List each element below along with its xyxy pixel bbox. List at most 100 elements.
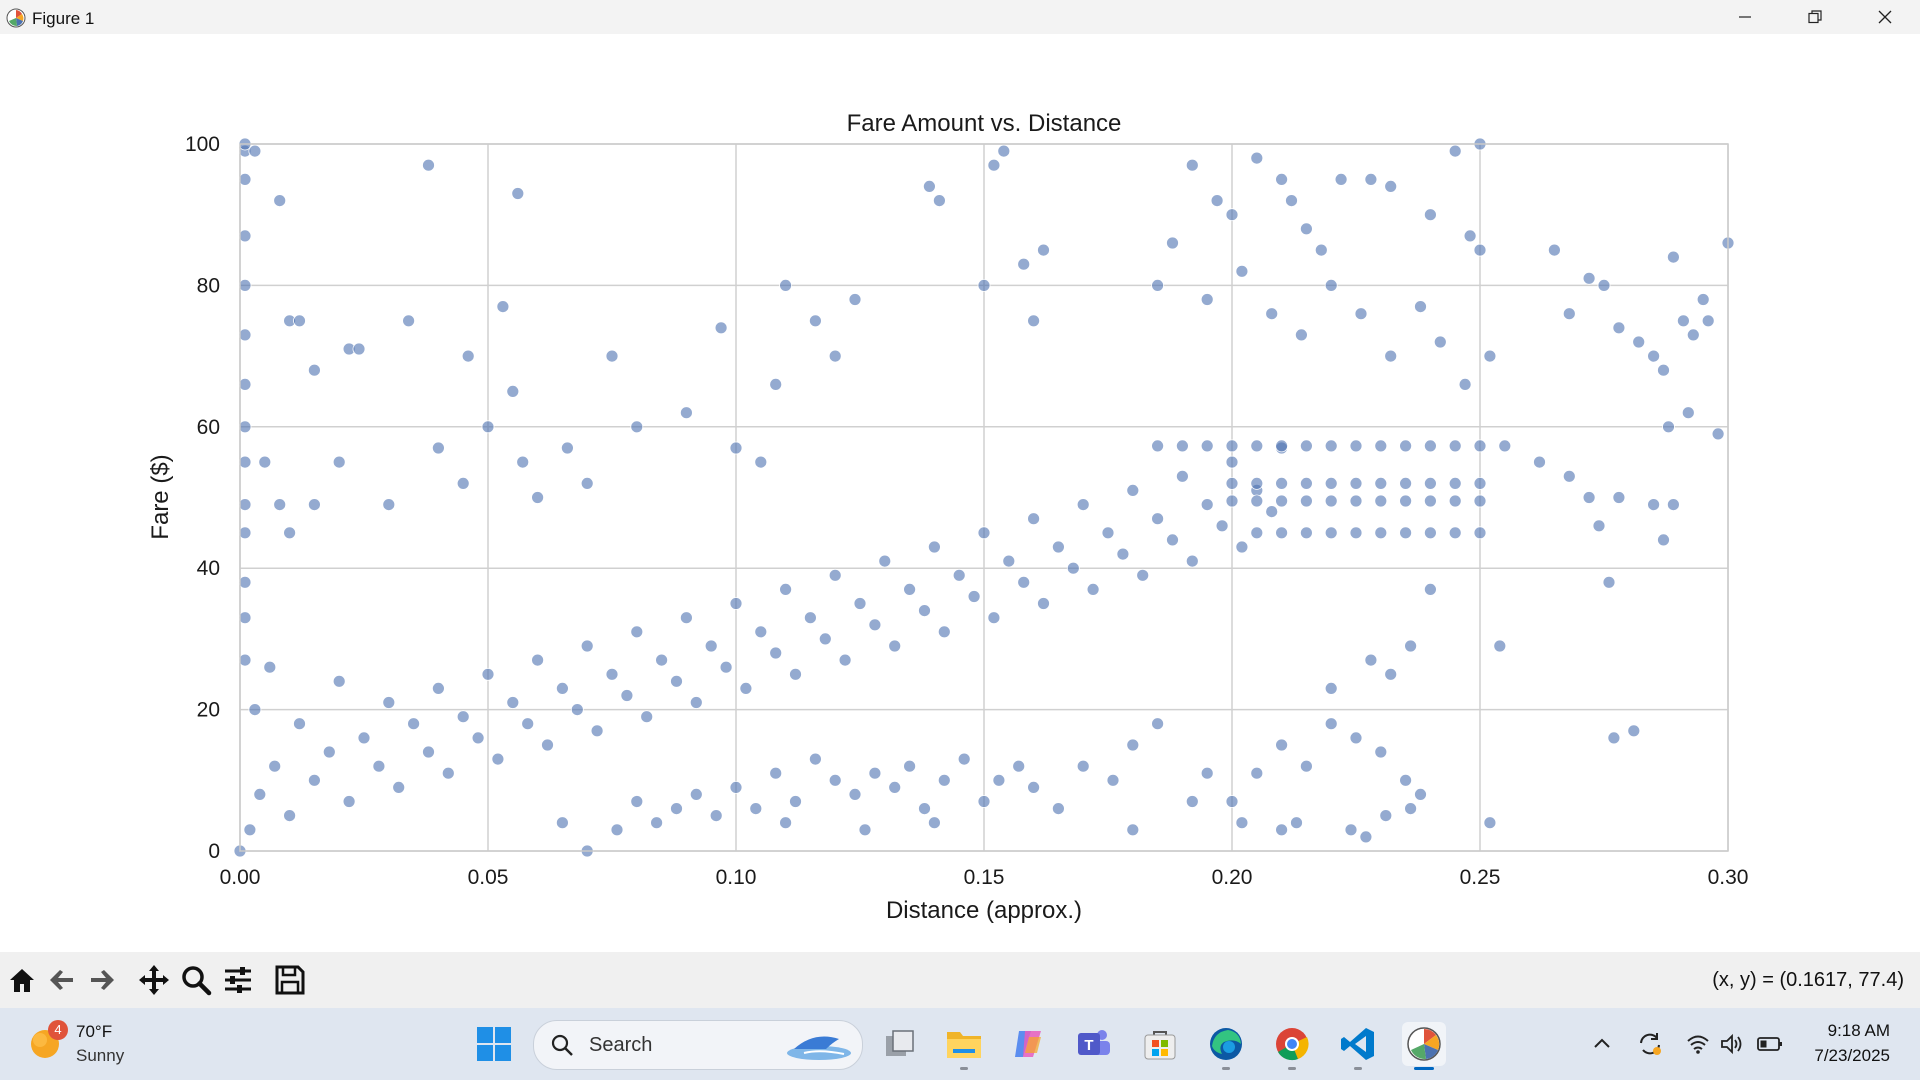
scatter-point — [263, 660, 277, 674]
scatter-point — [769, 766, 783, 780]
scatter-point — [1696, 293, 1710, 306]
configure-subplots-button[interactable] — [220, 962, 256, 998]
edge-running-indicator — [1222, 1067, 1230, 1070]
taskbar-chrome[interactable] — [1270, 1022, 1314, 1070]
forward-button[interactable] — [84, 962, 120, 998]
scatter-point — [1562, 469, 1576, 483]
taskbar-store[interactable] — [1138, 1022, 1182, 1066]
scatter-point — [1076, 759, 1090, 773]
scatter-point — [1200, 498, 1214, 512]
taskbar-teams[interactable]: T — [1072, 1022, 1116, 1066]
scatter-point — [1667, 250, 1680, 264]
scatter-point — [670, 674, 683, 688]
scatter-point — [1017, 257, 1031, 271]
tray-wifi[interactable] — [1684, 1030, 1712, 1058]
figure-canvas[interactable]: 0.00 0.05 0.10 0.15 0.20 0.25 0.30 0 20 40 60 80 10… — [0, 34, 1920, 952]
scatter-point — [1647, 498, 1660, 512]
search-label: Search — [589, 1034, 653, 1056]
scatter-point — [1002, 554, 1016, 568]
scatter-point — [1458, 377, 1472, 391]
scatter-point — [238, 498, 252, 512]
scatter-point — [273, 498, 287, 512]
scatter-point — [402, 314, 416, 328]
scatter-point — [283, 809, 297, 822]
scatter-point — [828, 568, 842, 582]
scatter-point — [1235, 540, 1249, 554]
minimize-button[interactable] — [1710, 0, 1780, 34]
clock-time[interactable]: 9:18 AM — [1827, 1021, 1890, 1040]
scatter-point — [1657, 363, 1670, 377]
task-view-icon — [886, 1030, 914, 1056]
scatter-point — [1424, 439, 1437, 453]
scatter-point — [1151, 278, 1164, 292]
home-button[interactable] — [4, 962, 40, 998]
scatter-point — [352, 342, 366, 356]
grid-lines — [239, 143, 1729, 852]
scatter-point — [1151, 717, 1164, 731]
scatter-point — [238, 575, 252, 589]
search-icon — [551, 1034, 573, 1056]
scatter-point — [1300, 494, 1313, 508]
y-tick-label: 0 — [208, 840, 220, 863]
save-button[interactable] — [272, 962, 308, 998]
weather-widget[interactable]: 4 — [20, 1014, 140, 1074]
scatter-point — [937, 625, 951, 639]
scatter-point — [332, 455, 346, 469]
scatter-chart[interactable]: 0.00 0.05 0.10 0.15 0.20 0.25 0.30 0 20 40 60 80 10… — [0, 34, 1920, 952]
scatter-point — [689, 696, 703, 709]
scatter-point — [933, 194, 946, 208]
tray-volume[interactable] — [1718, 1030, 1746, 1058]
y-tick-labels: 0 20 40 60 80 100 — [185, 133, 220, 863]
taskbar-copilot[interactable] — [1006, 1022, 1050, 1066]
file-explorer-running-indicator — [960, 1067, 968, 1070]
clock-date[interactable]: 7/23/2025 — [1814, 1046, 1890, 1065]
back-button[interactable] — [44, 962, 80, 998]
scatter-point — [496, 300, 510, 314]
scatter-point — [531, 491, 544, 504]
scatter-point — [1324, 439, 1338, 453]
taskbar-edge[interactable] — [1204, 1022, 1248, 1070]
scatter-point — [238, 172, 252, 186]
tray-show-hidden-button[interactable] — [1588, 1030, 1616, 1058]
scatter-point — [1433, 335, 1447, 349]
scatter-point — [650, 816, 663, 830]
taskbar-search-box[interactable]: Search — [533, 1020, 863, 1070]
scatter-point — [1300, 526, 1313, 540]
x-tick-label: 0.15 — [964, 866, 1005, 889]
tray-battery[interactable] — [1756, 1030, 1784, 1058]
scatter-point — [977, 795, 991, 808]
pan-button[interactable] — [136, 962, 172, 998]
restore-button[interactable] — [1780, 0, 1850, 34]
scatter-point — [431, 682, 445, 695]
zoom-button[interactable] — [178, 962, 214, 998]
scatter-point — [640, 710, 654, 724]
close-button[interactable] — [1850, 0, 1920, 34]
scatter-point — [1290, 816, 1303, 830]
scatter-point — [590, 724, 604, 738]
scatter-point — [322, 745, 336, 759]
scatter-point — [779, 583, 792, 596]
taskbar-vscode[interactable] — [1336, 1022, 1380, 1070]
scatter-point — [1448, 476, 1462, 490]
scatter-point — [1200, 293, 1214, 306]
scatter-point — [1647, 349, 1660, 363]
scatter-point — [918, 604, 931, 617]
scatter-point — [928, 816, 941, 830]
configure-icon — [225, 967, 251, 993]
tray-sync-button[interactable] — [1636, 1030, 1664, 1058]
scatter-point — [739, 682, 753, 695]
scatter-point — [977, 278, 991, 292]
scatter-point — [804, 611, 817, 625]
taskbar-matplotlib-figure[interactable] — [1402, 1022, 1446, 1070]
scatter-point — [1384, 179, 1398, 193]
taskbar-file-explorer[interactable] — [942, 1022, 986, 1070]
scatter-point — [1364, 172, 1378, 186]
y-axis-label: Fare ($) — [147, 454, 174, 539]
start-button[interactable] — [472, 1022, 516, 1066]
scatter-point — [1037, 243, 1050, 257]
scatter-point — [1225, 455, 1239, 469]
scatter-point — [1027, 314, 1040, 328]
taskbar-task-view[interactable] — [878, 1022, 922, 1066]
scatter-point — [1473, 494, 1487, 508]
scatter-point — [1225, 795, 1239, 808]
